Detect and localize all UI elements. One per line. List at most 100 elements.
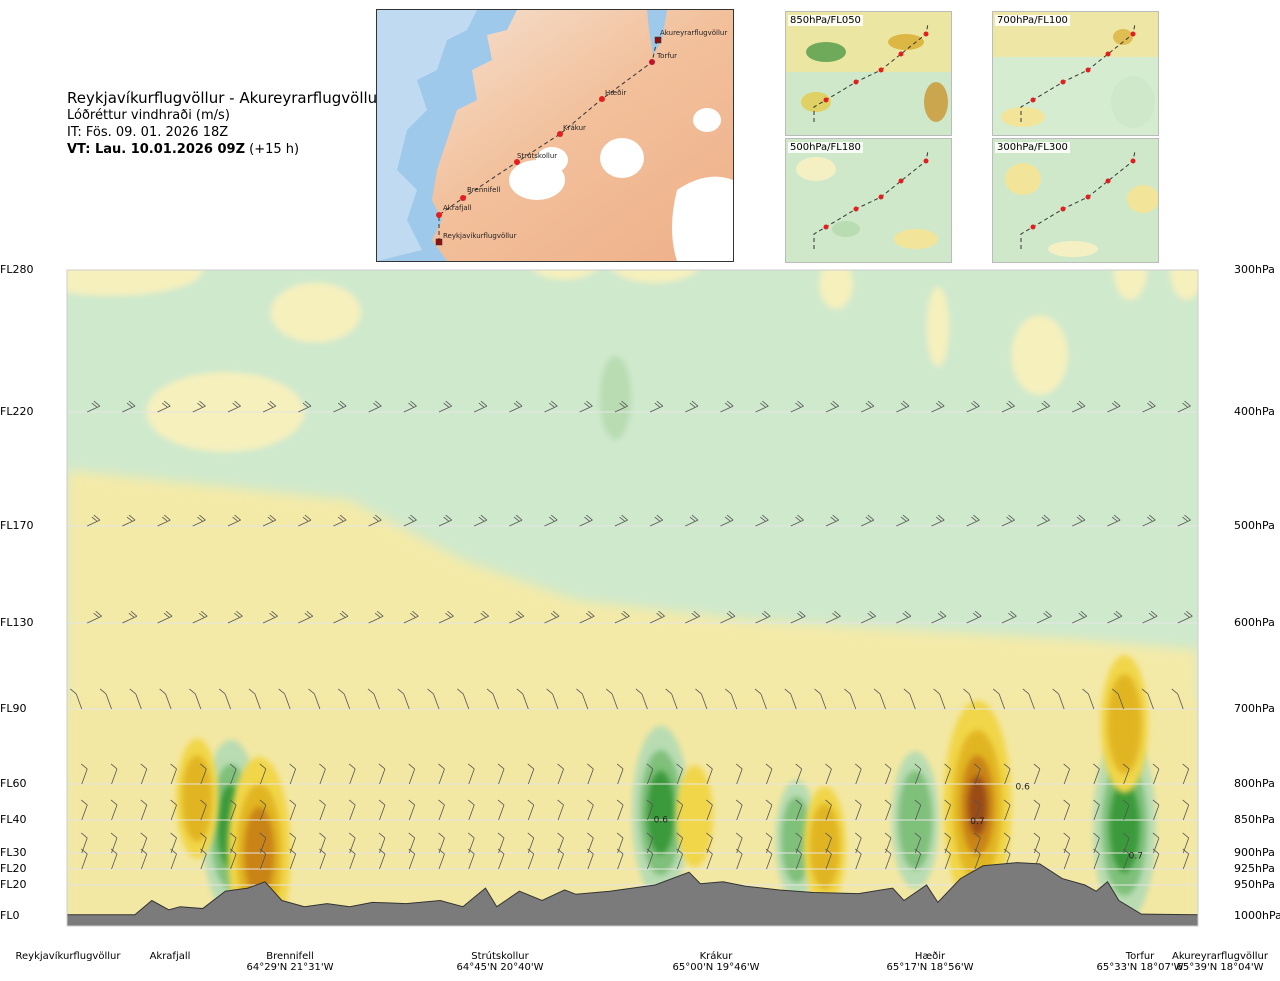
waypoint-coord: 65°33'N 18°07'W: [1096, 962, 1184, 973]
wind-barb: [579, 514, 593, 527]
map-waypoint-markers: [435, 36, 662, 246]
wind-barb: [790, 610, 806, 624]
wind-barb: [649, 610, 665, 624]
field-upper-yellow-patch: [612, 270, 698, 283]
wind-barb: [229, 799, 237, 821]
wind-barb: [966, 270, 968, 271]
wind-barb: [676, 848, 684, 870]
field-upper-yellow-patch: [270, 282, 362, 343]
wind-barb: [1177, 610, 1193, 624]
wind-barb: [676, 763, 684, 785]
wind-barb: [1182, 799, 1190, 821]
route-map-svg: Akureyrarflugvöllur Torfur Hæðir Krákur …: [377, 10, 733, 261]
wind-barb: [337, 688, 351, 710]
wind-barb: [1072, 400, 1086, 413]
wind-barb: [259, 848, 267, 870]
wind-barb: [170, 763, 177, 785]
wind-barb: [1182, 848, 1190, 870]
hpa-label: 400hPa: [1234, 405, 1275, 418]
wind-barb: [378, 848, 386, 870]
inset-300hpa[interactable]: 300hPa/FL300: [992, 138, 1159, 263]
wind-barb: [931, 610, 947, 624]
contour-label: 0.6: [654, 816, 669, 826]
wind-barb: [474, 514, 488, 527]
wind-barb: [1093, 799, 1100, 821]
wind-barb: [333, 270, 335, 271]
inset-500hpa[interactable]: 500hPa/FL180: [785, 138, 952, 263]
wind-barb: [52, 259, 65, 270]
inset-300hpa-label: 300hPa/FL300: [995, 142, 1070, 153]
waypoint-label: Strútskollur 64°45'N 20°40'W: [440, 951, 560, 973]
wind-barb: [368, 400, 382, 413]
wind-barb: [735, 763, 743, 785]
wind-barb: [844, 688, 857, 710]
wind-barb: [140, 848, 148, 870]
wind-barb: [557, 799, 564, 821]
waypoint-name: Reykjavíkurflugvöllur: [15, 951, 121, 962]
wind-barb: [720, 270, 722, 271]
wind-barb: [298, 514, 312, 527]
wind-barb: [790, 270, 792, 271]
wind-barb: [509, 270, 511, 271]
wind-barb: [378, 799, 386, 821]
wind-barb: [289, 763, 297, 785]
vertical-motion-contour: [676, 765, 714, 868]
map-label-strutskollur: Strútskollur: [517, 152, 557, 160]
field-upper-yellow-patch: [1169, 270, 1198, 300]
wind-barb: [509, 610, 525, 624]
inset-850hpa-label: 850hPa/FL050: [788, 15, 863, 26]
wind-barb: [1036, 514, 1051, 527]
route-title: Reykjavíkurflugvöllur - Akureyrarflugvöl…: [67, 89, 384, 107]
wind-barb: [229, 848, 237, 870]
route-map[interactable]: Akureyrarflugvöllur Torfur Hæðir Krákur …: [376, 9, 734, 262]
vertical-motion-contour: [1109, 780, 1140, 873]
inset-700hpa[interactable]: 700hPa/FL100: [992, 11, 1159, 136]
wind-barb: [724, 688, 738, 710]
wind-barb: [825, 400, 839, 413]
wind-barb: [438, 763, 445, 785]
wind-barb: [676, 799, 684, 821]
contour-label: 0.7: [970, 817, 984, 827]
wind-barb: [87, 270, 89, 271]
inset-700hpa-svg: [993, 12, 1158, 135]
fl-label: FL130: [0, 616, 34, 629]
waypoint-name: Akureyrarflugvöllur: [1171, 951, 1268, 962]
wind-barb: [896, 514, 910, 527]
wind-barb: [966, 400, 980, 413]
wind-barb: [1072, 514, 1086, 527]
wind-barb: [784, 688, 797, 710]
wind-barb: [140, 763, 148, 785]
wind-barb: [720, 610, 736, 624]
vertical-motion-contour: [1107, 674, 1142, 774]
hpa-label: 1000hPa: [1234, 909, 1280, 922]
wind-barb: [259, 799, 267, 821]
wind-barb: [646, 763, 654, 785]
inset-850hpa[interactable]: 850hPa/FL050: [785, 11, 952, 136]
wind-barb: [1037, 270, 1039, 271]
wind-barb: [1052, 688, 1065, 710]
wind-barb: [735, 848, 743, 870]
hpa-label: 925hPa: [1234, 862, 1275, 875]
wind-barb: [298, 270, 300, 271]
wind-barb: [720, 514, 734, 527]
fl-label: FL90: [0, 702, 27, 715]
vertical-motion-contour: [646, 771, 675, 855]
wind-barb: [665, 688, 678, 710]
wind-barb: [229, 763, 237, 785]
wind-barb: [685, 400, 699, 413]
wind-barb: [1072, 270, 1074, 271]
wind-barb: [1072, 610, 1088, 624]
wind-barb: [159, 688, 172, 710]
wind-barb: [544, 610, 560, 624]
wind-barb: [1212, 849, 1218, 869]
map-label-krakur: Krákur: [563, 124, 586, 132]
inset-850hpa-svg: [786, 12, 951, 135]
wind-barb: [403, 270, 405, 271]
wind-barb: [192, 270, 194, 271]
wind-barb: [438, 610, 454, 624]
waypoint-name: Krákur: [699, 951, 733, 962]
wind-barb: [474, 400, 488, 413]
contour-label: 0.7: [1129, 851, 1143, 861]
wind-barb: [122, 610, 138, 624]
